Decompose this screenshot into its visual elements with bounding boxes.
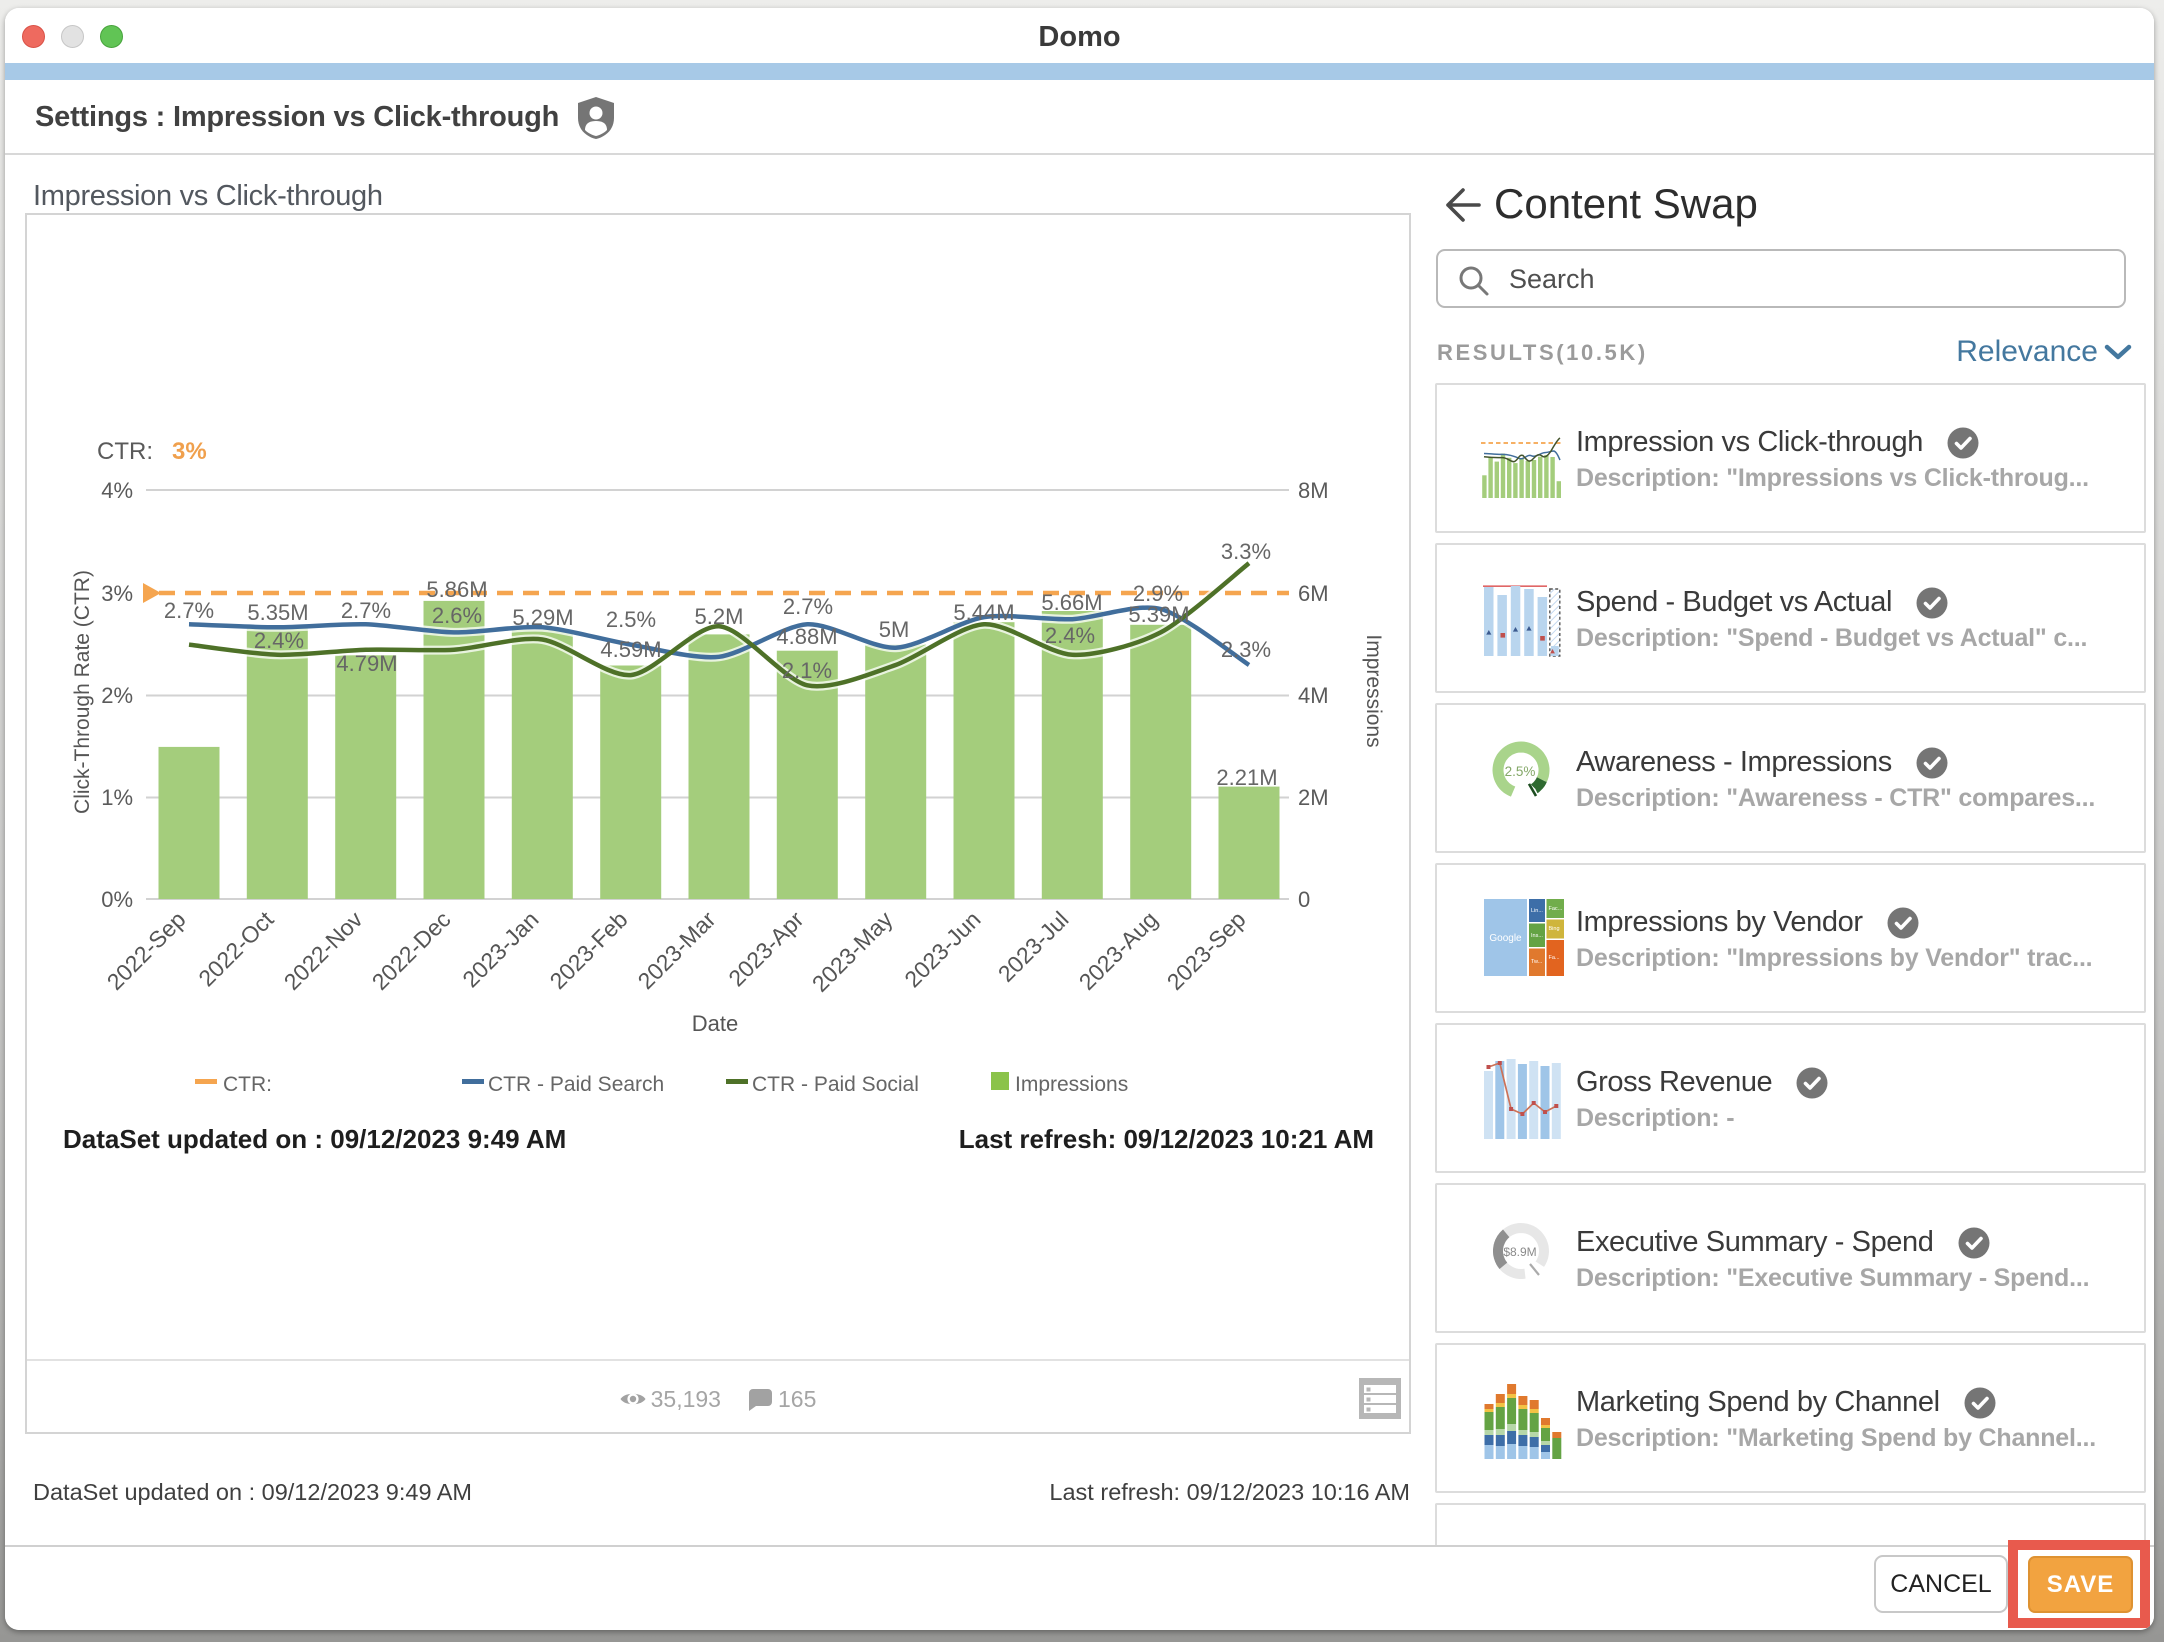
svg-text:2023-Jan: 2023-Jan [457,906,543,992]
svg-text:2M: 2M [1298,785,1329,810]
svg-text:2023-Jul: 2023-Jul [993,906,1074,987]
svg-text:Last refresh: 09/12/2023 10:21: Last refresh: 09/12/2023 10:21 AM [959,1124,1374,1154]
svg-text:3.3%: 3.3% [1221,539,1271,564]
svg-text:4%: 4% [101,478,133,503]
svg-text:2.4%: 2.4% [1045,623,1095,648]
svg-text:5.29M: 5.29M [512,605,573,630]
svg-text:2.3%: 2.3% [1221,637,1271,662]
svg-text:Google: Google [1489,933,1522,944]
svg-text:2022-Oct: 2022-Oct [193,906,279,992]
svg-text:Tw...: Tw... [1531,959,1543,965]
svg-text:$8.9M: $8.9M [1503,1245,1536,1259]
svg-text:6M: 6M [1298,581,1329,606]
svg-text:1%: 1% [101,785,133,810]
svg-text:5M: 5M [879,617,910,642]
svg-text:2.9%: 2.9% [1133,581,1183,606]
svg-text:2023-Feb: 2023-Feb [545,906,633,994]
svg-text:4.88M: 4.88M [776,624,837,649]
svg-text:5.2M: 5.2M [695,604,744,629]
svg-text:2.7%: 2.7% [341,598,391,623]
svg-text:Date: Date [692,1011,738,1036]
svg-text:Ins...: Ins... [1531,933,1543,939]
svg-text:5.35M: 5.35M [247,600,308,625]
svg-text:CTR:: CTR: [223,1073,272,1096]
svg-text:CTR - Paid Search: CTR - Paid Search [488,1073,664,1096]
svg-text:0: 0 [1298,887,1310,912]
svg-text:2023-Mar: 2023-Mar [633,906,721,994]
svg-text:Click-Through Rate (CTR): Click-Through Rate (CTR) [71,570,94,814]
svg-text:Lin...: Lin... [1531,908,1543,914]
svg-text:3%: 3% [172,438,207,465]
svg-text:2022-Nov: 2022-Nov [279,906,368,995]
svg-text:CTR - Paid Social: CTR - Paid Social [752,1073,919,1096]
svg-text:2023-Aug: 2023-Aug [1074,906,1163,995]
svg-text:2.5%: 2.5% [606,607,656,632]
svg-text:2023-Sep: 2023-Sep [1162,906,1251,995]
svg-text:5.39M: 5.39M [1128,602,1189,627]
svg-text:2023-Jun: 2023-Jun [899,906,985,992]
svg-text:4M: 4M [1298,683,1329,708]
svg-text:4.59M: 4.59M [600,637,661,662]
svg-text:Bing: Bing [1549,926,1560,932]
svg-text:8M: 8M [1298,478,1329,503]
svg-text:Impressions: Impressions [1362,634,1385,747]
svg-text:2022-Sep: 2022-Sep [102,906,191,995]
svg-text:4.79M: 4.79M [336,651,397,676]
svg-text:2.1%: 2.1% [782,658,832,683]
svg-text:3%: 3% [101,581,133,606]
svg-text:2.6%: 2.6% [432,603,482,628]
svg-text:2022-Dec: 2022-Dec [367,906,456,995]
svg-text:2023-Apr: 2023-Apr [723,906,809,992]
svg-text:DataSet updated on : 09/12/202: DataSet updated on : 09/12/2023 9:49 AM [63,1124,566,1154]
svg-text:Fac...: Fac... [1549,906,1563,912]
svg-text:Impressions: Impressions [1015,1073,1128,1096]
svg-text:2.21M: 2.21M [1216,765,1277,790]
svg-text:5.44M: 5.44M [953,600,1014,625]
svg-text:CTR:: CTR: [97,438,153,465]
svg-text:2023-May: 2023-May [807,906,898,997]
svg-text:2%: 2% [101,683,133,708]
svg-text:2.4%: 2.4% [254,628,304,653]
svg-text:2.7%: 2.7% [783,594,833,619]
svg-text:2.5%: 2.5% [1505,764,1536,779]
svg-text:5.86M: 5.86M [426,577,487,602]
svg-text:2.7%: 2.7% [164,598,214,623]
svg-text:Fa...: Fa... [1549,955,1560,961]
svg-text:5.66M: 5.66M [1041,590,1102,615]
svg-text:0%: 0% [101,887,133,912]
